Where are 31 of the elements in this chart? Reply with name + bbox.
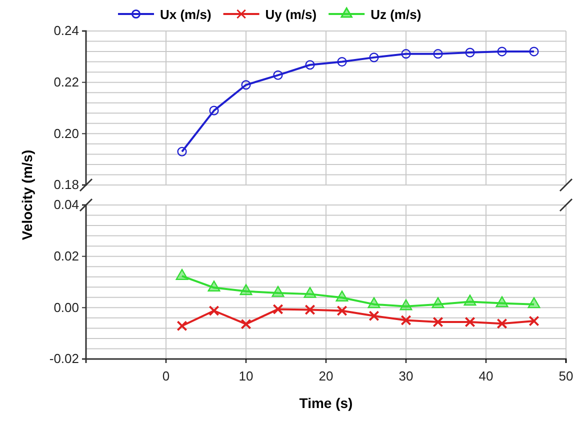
- point: [529, 46, 539, 56]
- point: [433, 49, 443, 59]
- point: [465, 48, 475, 58]
- y-axis-title: Velocity (m/s): [19, 150, 35, 240]
- x-axis-title: Time (s): [299, 395, 353, 411]
- legend-label: Ux (m/s): [160, 7, 212, 22]
- x-tick-label: 10: [238, 368, 254, 384]
- x-tick-label: 40: [478, 368, 494, 384]
- x-tick-label: 30: [398, 368, 414, 384]
- y-tick-label: 0.18: [54, 177, 79, 192]
- point: [273, 70, 283, 80]
- y-tick-label: 0.24: [54, 23, 79, 38]
- point: [209, 106, 219, 116]
- x-tick-label: 50: [558, 368, 574, 384]
- point: [401, 49, 411, 59]
- y-tick-label: 0.22: [54, 74, 79, 90]
- x-tick-label: 0: [162, 368, 170, 384]
- legend-label: Uz (m/s): [370, 7, 422, 22]
- point: [369, 52, 379, 62]
- point: [337, 57, 347, 67]
- y-tick-label: 0.04: [54, 197, 79, 212]
- point: [497, 46, 507, 56]
- x-tick-label: 20: [318, 368, 334, 384]
- y-tick-label: 0.00: [54, 300, 79, 315]
- point: [305, 60, 315, 70]
- point: [241, 80, 251, 90]
- y-tick-label: 0.20: [54, 126, 79, 141]
- y-tick-label: -0.02: [49, 351, 79, 366]
- legend-label: Uy (m/s): [265, 7, 317, 22]
- point: [177, 146, 187, 156]
- y-tick-label: 0.02: [54, 248, 79, 264]
